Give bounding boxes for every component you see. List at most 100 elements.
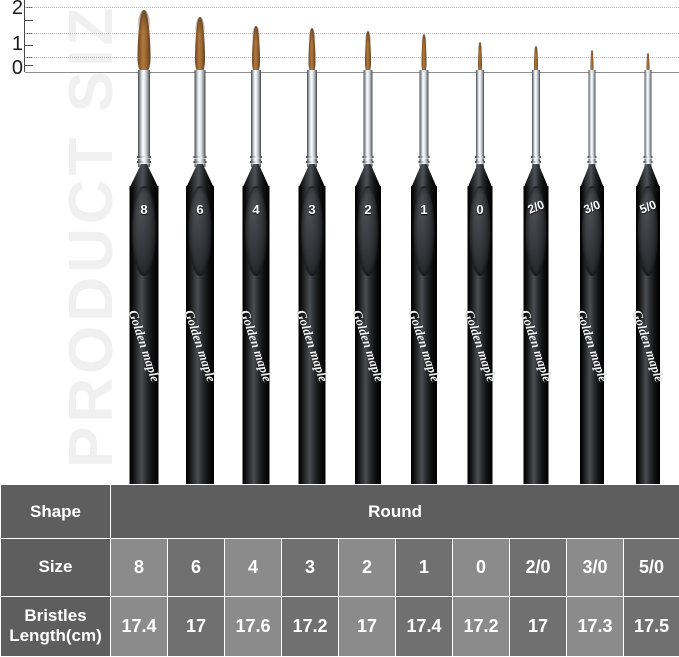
gridline-2 — [25, 7, 679, 8]
size-badge: 8 — [132, 186, 156, 276]
length-cell: 17.4 — [395, 595, 453, 657]
row-label-shape: Shape — [0, 483, 111, 540]
size-cell: 8 — [110, 538, 168, 597]
brush-item: 2 Golden maple — [342, 0, 394, 484]
length-cell: 17.2 — [281, 595, 339, 657]
size-cell: 1 — [395, 538, 453, 597]
ferrule — [306, 70, 318, 167]
row-label-bristles-length: Bristles Length(cm) — [0, 595, 111, 657]
ferrule — [643, 70, 653, 167]
ferrule — [362, 70, 374, 167]
handle-shoulder — [298, 164, 326, 188]
table-row-shape: Shape Round — [0, 483, 679, 540]
handle-shoulder — [580, 164, 604, 188]
y-axis-tick-label-1: 1 — [11, 33, 23, 55]
y-axis-line — [24, 0, 25, 72]
ferrule — [587, 70, 597, 167]
length-cell: 17.5 — [622, 595, 679, 657]
length-cell: 17.2 — [452, 595, 510, 657]
shape-value-round: Round — [109, 483, 679, 540]
bristle-tip — [252, 26, 260, 72]
size-badge: 3/0 — [582, 186, 602, 276]
gridline-1 — [25, 57, 679, 58]
bristle-tip — [534, 46, 538, 72]
brush-item: 2/0 Golden maple — [510, 0, 562, 484]
table-row-bristles-length: Bristles Length(cm) 17.4 17 17.6 17.2 17… — [0, 595, 679, 657]
y-axis-tick-125 — [24, 45, 33, 46]
size-badge: 5/0 — [638, 186, 658, 276]
handle-shoulder — [355, 164, 381, 188]
row-label-line1: Bristles — [24, 606, 87, 626]
brush-item: 3/0 Golden maple — [566, 0, 618, 484]
handle-shoulder — [242, 164, 270, 188]
brush-item: 4 Golden maple — [230, 0, 282, 484]
size-cell: 0 — [452, 538, 510, 597]
y-axis-tick-05 — [24, 65, 33, 66]
length-cell: 17 — [167, 595, 225, 657]
bristle-tip — [590, 50, 594, 72]
y-axis-labels: 2 1 0 — [0, 0, 26, 79]
size-cell: 3 — [281, 538, 339, 597]
ferrule — [418, 70, 430, 167]
brush-item: 3 Golden maple — [286, 0, 338, 484]
row-label-size: Size — [0, 538, 111, 597]
size-badge: 3 — [301, 186, 323, 276]
size-badge: 1 — [413, 186, 435, 276]
size-cell: 2 — [338, 538, 396, 597]
bristle-tip — [308, 28, 316, 72]
y-axis-tick-label-0: 0 — [11, 57, 23, 79]
bristle-tip — [646, 53, 650, 72]
handle-shoulder — [636, 164, 660, 188]
handle-shoulder — [523, 164, 549, 188]
ferrule — [531, 70, 541, 167]
brush-item: 6 Golden maple — [174, 0, 226, 484]
brush-item: 1 Golden maple — [398, 0, 450, 484]
size-cell: 6 — [167, 538, 225, 597]
y-axis-tick-175 — [24, 20, 33, 21]
gridline-15 — [25, 33, 679, 34]
size-cell: 3/0 — [566, 538, 624, 597]
y-axis-tick-label-2: 2 — [11, 0, 23, 19]
ruler-chart: 2 1 0 — [0, 0, 679, 79]
size-badge: 0 — [469, 186, 491, 276]
length-cell: 17.4 — [110, 595, 168, 657]
badge-size-label: 0 — [476, 202, 484, 217]
size-cell: 2/0 — [509, 538, 567, 597]
badge-size-label: 1 — [420, 202, 428, 217]
handle-shoulder — [411, 164, 437, 188]
size-badge: 6 — [188, 186, 212, 276]
bristle-tip — [478, 42, 482, 72]
brush-item: 8 Golden maple — [118, 0, 170, 484]
row-label-line2: Length(cm) — [9, 626, 102, 646]
size-badge: 2 — [357, 186, 379, 276]
handle-shoulder — [129, 164, 159, 188]
brand-mark: Golden maple — [573, 307, 612, 384]
badge-size-label: 8 — [140, 202, 148, 217]
size-badge: 4 — [245, 186, 267, 276]
ferrule — [250, 70, 262, 167]
badge-size-label: 2/0 — [525, 197, 547, 217]
length-cell: 17 — [509, 595, 567, 657]
size-table: Shape Round Size 8 6 4 3 2 1 0 2/0 3/0 5… — [0, 483, 679, 657]
length-cell: 17.6 — [224, 595, 282, 657]
handle-shoulder — [467, 164, 493, 188]
brush-item: 5/0 Golden maple — [622, 0, 674, 484]
badge-size-label: 6 — [196, 202, 204, 217]
brush-item: 0 Golden maple — [454, 0, 506, 484]
ferrule — [475, 70, 485, 167]
bristle-tip — [137, 10, 151, 72]
size-cell: 4 — [224, 538, 282, 597]
ferrule — [193, 70, 207, 167]
size-cell: 5/0 — [622, 538, 679, 597]
badge-size-label: 3 — [308, 202, 316, 217]
baseline-0 — [25, 72, 679, 73]
brush-row: 8 Golden maple 6 Golden maple — [118, 0, 674, 484]
badge-size-label: 4 — [252, 202, 260, 217]
table-row-size: Size 8 6 4 3 2 1 0 2/0 3/0 5/0 — [0, 538, 679, 597]
handle-shoulder — [186, 164, 214, 188]
bristle-tip — [365, 31, 371, 72]
bristle-tip — [421, 34, 427, 72]
bristle-tip — [195, 17, 205, 72]
length-cell: 17.3 — [566, 595, 624, 657]
